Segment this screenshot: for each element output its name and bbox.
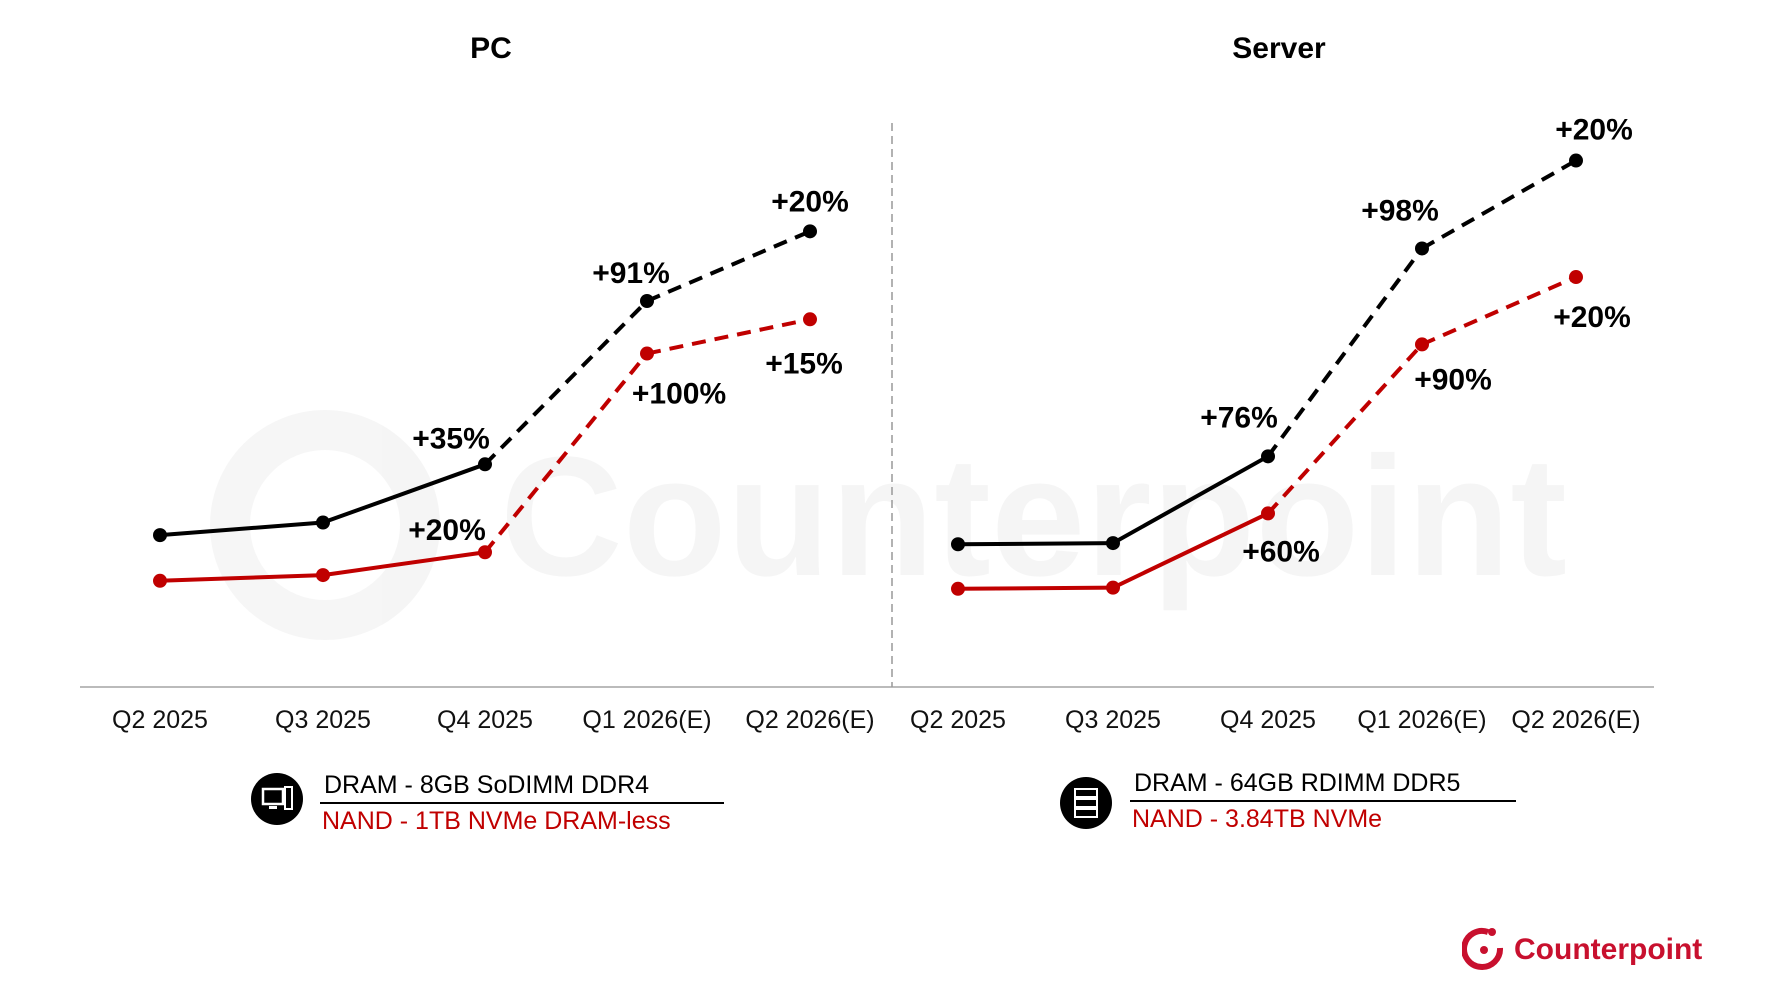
data-point [803, 224, 817, 239]
data-point [1415, 241, 1429, 256]
legend-server: DRAM - 64GB RDIMM DDR5 NAND - 3.84TB NVM… [1130, 766, 1516, 836]
desktop-computer-icon [251, 773, 303, 825]
legend-pc-nand: NAND - 1TB NVMe DRAM-less [320, 802, 724, 838]
data-label: +20% [1553, 301, 1631, 334]
legend-pc-dram: DRAM - 8GB SoDIMM DDR4 [324, 771, 650, 799]
data-point [1569, 270, 1583, 285]
data-label: +91% [592, 257, 670, 290]
counterpoint-logo: Counterpoint [1462, 926, 1702, 974]
series-line-segment [159, 573, 324, 583]
x-tick-label: Q3 2025 [1065, 706, 1161, 734]
x-tick-label: Q3 2025 [275, 706, 371, 734]
pc-title: PC [470, 32, 512, 65]
legend-server-dram: DRAM - 64GB RDIMM DDR5 [1134, 769, 1461, 797]
data-label: +76% [1200, 401, 1278, 434]
x-tick-label: Q1 2026(E) [582, 706, 711, 734]
data-point [1261, 506, 1275, 521]
x-tick-label: Q2 2025 [910, 706, 1006, 734]
data-point [1261, 449, 1275, 464]
series-line-segment [322, 462, 486, 525]
data-point [153, 573, 167, 588]
forecast-line-segment [1266, 343, 1424, 515]
counterpoint-logo-text: Counterpoint [1514, 933, 1703, 966]
x-tick-label: Q1 2026(E) [1357, 706, 1486, 734]
data-point [951, 581, 965, 596]
data-point [153, 528, 167, 543]
forecast-line-segment [1266, 247, 1424, 458]
series-line-segment [159, 520, 324, 538]
forecast-line-segment [1421, 158, 1577, 251]
x-tick-label: Q2 2025 [112, 706, 208, 734]
data-point [640, 346, 654, 361]
svg-text:Counterpoint: Counterpoint [500, 422, 1567, 612]
server-title: Server [1232, 32, 1326, 65]
legend-server-nand: NAND - 3.84TB NVMe [1130, 800, 1516, 836]
data-label: +60% [1242, 535, 1320, 568]
data-point [1106, 536, 1120, 551]
x-tick-label: Q4 2025 [437, 706, 533, 734]
series-line-segment [957, 585, 1114, 591]
data-point [478, 457, 492, 472]
data-point [1415, 337, 1429, 352]
data-point [316, 515, 330, 530]
data-label: +90% [1414, 363, 1492, 396]
data-label: +15% [765, 347, 843, 380]
x-tick-label: Q2 2026(E) [745, 706, 874, 734]
data-point [316, 568, 330, 583]
forecast-line-segment [1421, 275, 1577, 347]
x-tick-label: Q2 2026(E) [1511, 706, 1640, 734]
x-tick-label: Q4 2025 [1220, 706, 1316, 734]
forecast-line-segment [646, 229, 811, 303]
data-point [951, 537, 965, 552]
data-label: +20% [771, 185, 849, 218]
data-point [478, 545, 492, 560]
series-line-segment [1112, 454, 1269, 545]
data-label: +100% [632, 378, 726, 411]
forecast-line-segment [483, 299, 649, 466]
data-point [1106, 580, 1120, 595]
data-point [1569, 153, 1583, 168]
counterpoint-logo-icon [1462, 928, 1504, 970]
legend-pc: DRAM - 8GB SoDIMM DDR4 NAND - 1TB NVMe D… [320, 768, 724, 838]
forecast-line-segment [646, 317, 811, 356]
data-label: +98% [1361, 194, 1439, 227]
data-point [803, 312, 817, 327]
server-rack-icon [1060, 777, 1112, 829]
data-label: +35% [412, 422, 490, 455]
forecast-line-segment [483, 352, 649, 554]
data-label: +20% [1555, 114, 1633, 147]
series-line-segment [957, 541, 1114, 547]
data-label: +20% [408, 514, 486, 547]
series-line-segment [1112, 511, 1269, 590]
data-point [640, 294, 654, 309]
series-line-segment [322, 550, 486, 578]
